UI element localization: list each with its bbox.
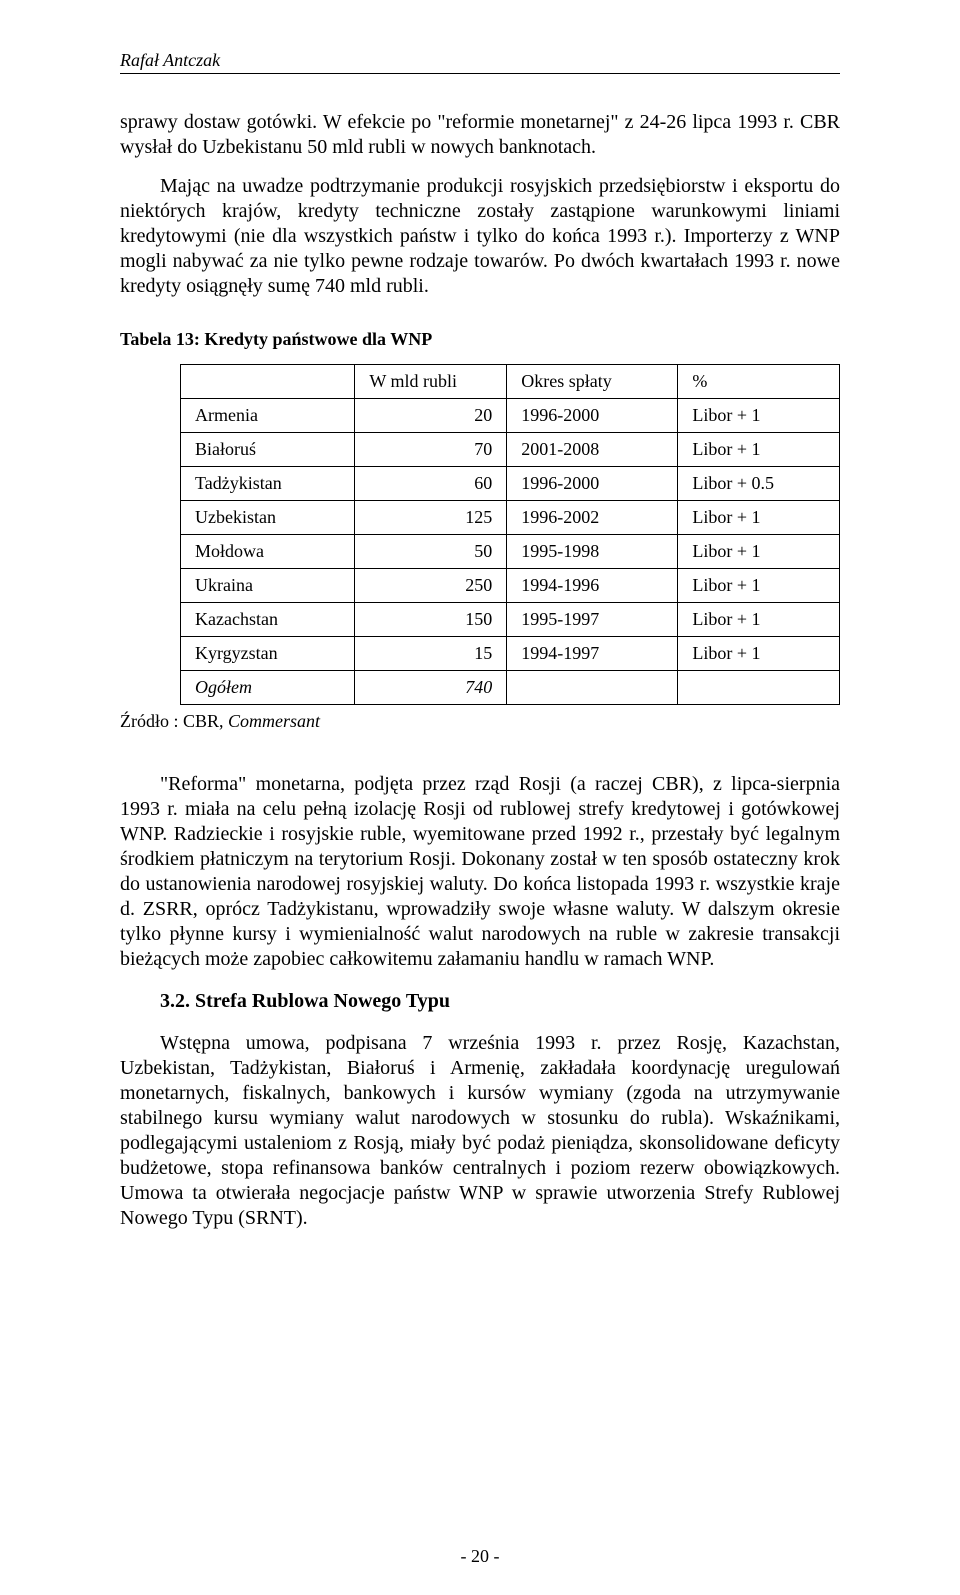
cell-amount: 125: [355, 501, 507, 535]
table-row: Kyrgyzstan 15 1994-1997 Libor + 1: [181, 637, 840, 671]
page: Rafał Antczak sprawy dostaw gotówki. W e…: [0, 0, 960, 1595]
credits-table: W mld rubli Okres spłaty % Armenia 20 19…: [180, 364, 840, 705]
table-row: Tadżykistan 60 1996-2000 Libor + 0.5: [181, 467, 840, 501]
table-row: Ukraina 250 1994-1996 Libor + 1: [181, 569, 840, 603]
paragraph-2: Mając na uwadze podtrzymanie produkcji r…: [120, 174, 840, 299]
cell-rate: Libor + 1: [678, 637, 840, 671]
cell-rate: Libor + 1: [678, 535, 840, 569]
cell-total-label: Ogółem: [181, 671, 355, 705]
cell-amount: 15: [355, 637, 507, 671]
cell-period: 2001-2008: [507, 433, 678, 467]
source-label: Źródło : CBR,: [120, 711, 228, 731]
table-row: Armenia 20 1996-2000 Libor + 1: [181, 399, 840, 433]
cell-period: 1994-1997: [507, 637, 678, 671]
running-header: Rafał Antczak: [120, 50, 840, 74]
cell-rate: Libor + 1: [678, 433, 840, 467]
paragraph-1: sprawy dostaw gotówki. W efekcie po "ref…: [120, 110, 840, 160]
cell-amount: 150: [355, 603, 507, 637]
cell-amount: 50: [355, 535, 507, 569]
cell-rate: Libor + 1: [678, 603, 840, 637]
table-header-row: W mld rubli Okres spłaty %: [181, 365, 840, 399]
cell-period: 1996-2000: [507, 399, 678, 433]
cell-country: Ukraina: [181, 569, 355, 603]
cell-country: Białoruś: [181, 433, 355, 467]
cell-period: 1995-1998: [507, 535, 678, 569]
cell-amount: 60: [355, 467, 507, 501]
cell-period: 1996-2002: [507, 501, 678, 535]
page-number: - 20 -: [0, 1546, 960, 1567]
col-country: [181, 365, 355, 399]
table-row: Mołdowa 50 1995-1998 Libor + 1: [181, 535, 840, 569]
cell-amount: 20: [355, 399, 507, 433]
cell-period: 1996-2000: [507, 467, 678, 501]
cell-total-amount: 740: [355, 671, 507, 705]
cell-rate: Libor + 1: [678, 501, 840, 535]
cell-country: Mołdowa: [181, 535, 355, 569]
table-total-row: Ogółem 740: [181, 671, 840, 705]
author-name: Rafał Antczak: [120, 50, 220, 70]
table-row: Białoruś 70 2001-2008 Libor + 1: [181, 433, 840, 467]
cell-empty: [507, 671, 678, 705]
table-row: Kazachstan 150 1995-1997 Libor + 1: [181, 603, 840, 637]
cell-amount: 70: [355, 433, 507, 467]
cell-period: 1995-1997: [507, 603, 678, 637]
col-period: Okres spłaty: [507, 365, 678, 399]
col-amount: W mld rubli: [355, 365, 507, 399]
table-title: Tabela 13: Kredyty państwowe dla WNP: [120, 329, 840, 350]
source-name: Commersant: [228, 711, 320, 731]
paragraph-4: Wstępna umowa, podpisana 7 września 1993…: [120, 1031, 840, 1231]
cell-country: Tadżykistan: [181, 467, 355, 501]
cell-rate: Libor + 0.5: [678, 467, 840, 501]
section-heading: 3.2. Strefa Rublowa Nowego Typu: [160, 990, 840, 1013]
cell-country: Kyrgyzstan: [181, 637, 355, 671]
col-rate: %: [678, 365, 840, 399]
cell-amount: 250: [355, 569, 507, 603]
table-source: Źródło : CBR, Commersant: [120, 711, 840, 732]
table-row: Uzbekistan 125 1996-2002 Libor + 1: [181, 501, 840, 535]
cell-country: Armenia: [181, 399, 355, 433]
paragraph-3: "Reforma" monetarna, podjęta przez rząd …: [120, 772, 840, 972]
cell-country: Kazachstan: [181, 603, 355, 637]
cell-period: 1994-1996: [507, 569, 678, 603]
cell-country: Uzbekistan: [181, 501, 355, 535]
cell-empty: [678, 671, 840, 705]
cell-rate: Libor + 1: [678, 399, 840, 433]
cell-rate: Libor + 1: [678, 569, 840, 603]
